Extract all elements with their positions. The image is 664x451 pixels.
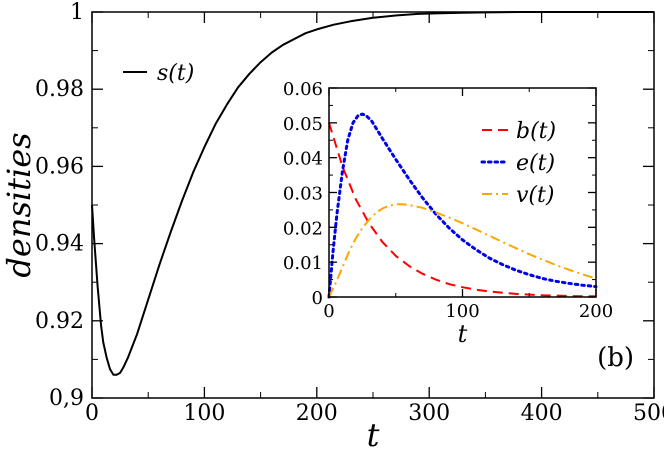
main-y-tick-label: 0.94: [35, 232, 84, 257]
main-y-tick-label: 0.92: [35, 309, 84, 334]
inset-x-tick-label: 200: [579, 301, 613, 322]
inset-y-tick-label: 0.03: [283, 184, 323, 205]
inset-x-tick-label: 0: [323, 301, 334, 322]
main-x-tick-label: 100: [183, 401, 225, 426]
main-series-1-line: [91, 11, 654, 376]
main-x-axis-label: t: [367, 416, 380, 451]
inset-series-1-line: [328, 122, 596, 298]
inset-y-tick-label: 0.05: [283, 114, 323, 135]
legend-label-s: s(t): [157, 61, 194, 86]
legend-label-1: b(t): [516, 119, 556, 144]
main-y-tick-label: 0.98: [35, 77, 84, 102]
main-series-layer: [91, 11, 654, 376]
main-x-tick-label: 0: [85, 401, 99, 426]
inset-y-tick-label: 0.06: [283, 79, 323, 100]
main-x-tick-label: 200: [296, 401, 338, 426]
main-y-tick-label: 1: [70, 0, 84, 25]
legend-label-3: v(t): [516, 183, 554, 208]
inset-y-tick-label: 0.01: [283, 253, 323, 274]
legend-label-2: e(t): [516, 151, 555, 176]
panel-label: (b): [597, 343, 634, 373]
main-plot-frame: [91, 11, 655, 399]
inset-series-3-line: [328, 203, 597, 298]
main-x-tick-label: 300: [408, 401, 450, 426]
inset-y-tick-label: 0.02: [283, 218, 323, 239]
inset-x-tick-label: 100: [445, 301, 479, 322]
inset-legend: b(t) e(t) v(t): [480, 119, 556, 208]
main-y-axis-label: densities: [0, 132, 38, 277]
inset-plot: 0 100 200 0 0.01 0.02 0.03 0.04 0.05 0.06 t b(t) e…: [283, 79, 613, 348]
main-x-tick-label: 400: [521, 401, 563, 426]
inset-series-2-line: [327, 112, 598, 299]
main-legend: s(t): [123, 61, 194, 86]
inset-x-axis-label: t: [458, 320, 468, 348]
main-x-tick-label: 500: [633, 401, 664, 426]
inset-y-tick-label: 0.04: [283, 149, 323, 170]
main-y-tick-label: 0.96: [35, 154, 84, 179]
inset-series-layer: [327, 112, 598, 299]
inset-y-tick-label: 0: [312, 288, 323, 309]
main-ticks: 0 100 200 300 400 500 0,9 0.92 0.94 0.96 0.98 1: [35, 0, 664, 426]
main-y-tick-label: 0,9: [49, 386, 84, 411]
inset-plot-frame: [328, 87, 597, 298]
